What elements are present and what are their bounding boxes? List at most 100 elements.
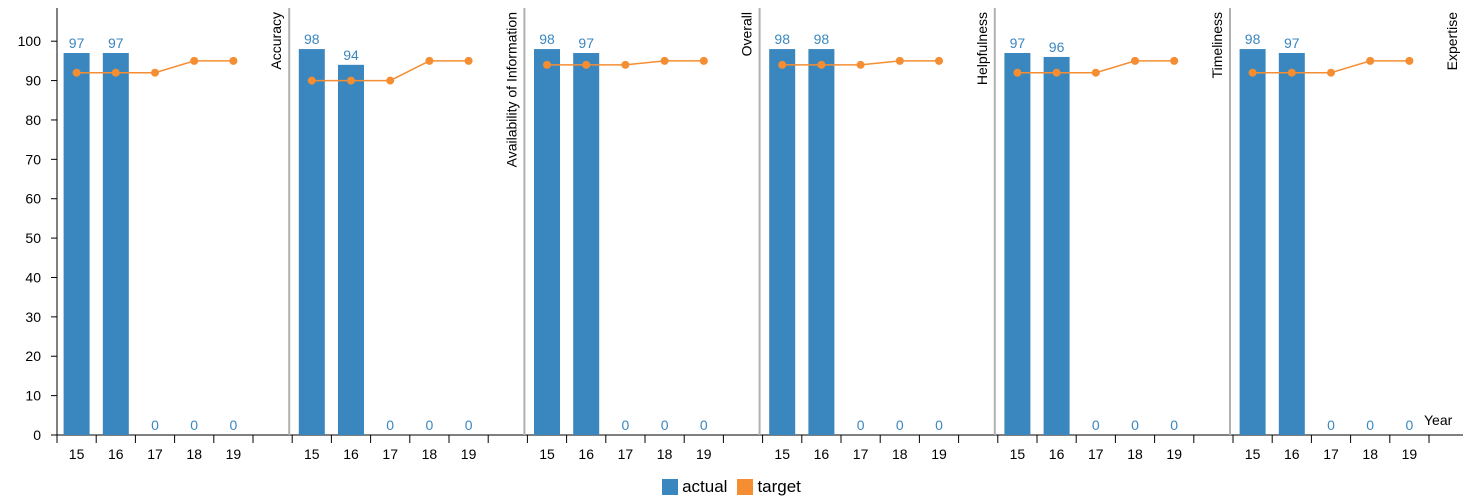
x-tick-label: 16 (1049, 446, 1065, 462)
legend-label-target: target (757, 477, 801, 496)
bar-actual (808, 49, 835, 436)
target-point (72, 68, 81, 77)
x-tick-label: 18 (1362, 446, 1378, 462)
x-tick-label: 15 (69, 446, 85, 462)
bar-value-label: 0 (1366, 417, 1374, 433)
y-tick-label: 0 (33, 427, 41, 443)
target-point (543, 60, 551, 69)
x-axis-title: Year (1424, 412, 1453, 428)
target-point (621, 60, 630, 69)
x-tick-label: 17 (853, 446, 869, 462)
target-point (190, 56, 199, 65)
facet-label: Availability of Information (503, 12, 519, 167)
bar-actual (769, 49, 796, 436)
facet-label: Helpfulness (974, 12, 990, 85)
target-point (660, 56, 669, 65)
legend-swatch-target (737, 479, 754, 495)
x-tick-label: 16 (343, 446, 359, 462)
y-tick-label: 10 (25, 388, 41, 404)
bar-value-label: 94 (343, 47, 359, 63)
y-tick-label: 60 (25, 191, 41, 207)
bar-actual (298, 49, 325, 436)
y-tick-label: 80 (25, 112, 41, 128)
bar-value-label: 98 (304, 31, 320, 47)
target-point (1287, 68, 1296, 77)
facet-label: Expertise (1444, 12, 1460, 71)
bar-value-label: 98 (814, 31, 830, 47)
y-tick-label: 20 (25, 348, 41, 364)
legend-item-actual: actual (662, 477, 727, 497)
bar-value-label: 98 (1245, 31, 1261, 47)
target-point (1131, 56, 1139, 65)
bar-value-label: 0 (700, 417, 708, 433)
x-tick-label: 17 (618, 446, 634, 462)
x-tick-label: 19 (696, 446, 712, 462)
bar-value-label: 97 (69, 35, 85, 51)
y-tick-label: 30 (25, 309, 41, 325)
bar-value-label: 98 (774, 31, 790, 47)
target-point (1327, 68, 1335, 77)
facet-label: Accuracy (268, 12, 284, 70)
x-tick-label: 17 (382, 446, 398, 462)
y-tick-label: 50 (25, 230, 41, 246)
bar-value-label: 0 (1406, 417, 1414, 433)
bar-value-label: 97 (108, 35, 124, 51)
legend-swatch-actual (662, 479, 679, 495)
bar-value-label: 0 (151, 417, 159, 433)
x-tick-label: 18 (186, 446, 202, 462)
x-tick-label: 16 (108, 446, 124, 462)
bar-actual (1239, 49, 1266, 436)
x-tick-label: 16 (814, 446, 830, 462)
target-point (111, 68, 120, 77)
y-tick-label: 100 (18, 33, 42, 49)
bar-actual (534, 49, 560, 436)
target-point (817, 60, 826, 69)
bar-value-label: 0 (230, 417, 238, 433)
x-tick-label: 17 (147, 446, 163, 462)
bar-value-label: 0 (661, 417, 669, 433)
x-tick-label: 19 (931, 446, 947, 462)
target-point (464, 56, 473, 65)
target-point (386, 76, 395, 85)
bar-value-label: 96 (1049, 39, 1065, 55)
x-tick-label: 15 (774, 446, 790, 462)
target-point (1170, 56, 1179, 65)
target-point (778, 60, 787, 69)
x-tick-label: 16 (578, 446, 594, 462)
bar-value-label: 0 (1092, 417, 1100, 433)
target-point (856, 60, 865, 69)
x-tick-label: 18 (892, 446, 908, 462)
bar-actual (1004, 53, 1031, 435)
legend-item-target: target (737, 477, 801, 497)
target-point (1013, 68, 1022, 77)
legend: actual target (0, 477, 1463, 497)
y-tick-label: 90 (25, 73, 41, 89)
bar-value-label: 0 (1131, 417, 1139, 433)
target-point (151, 68, 159, 77)
bar-value-label: 0 (426, 417, 434, 433)
bar-value-label: 97 (578, 35, 594, 51)
x-tick-label: 17 (1323, 446, 1339, 462)
bar-value-label: 0 (896, 417, 904, 433)
bar-value-label: 0 (857, 417, 865, 433)
bar-value-label: 0 (465, 417, 473, 433)
target-point (425, 56, 434, 65)
x-tick-label: 16 (1284, 446, 1300, 462)
target-point (229, 56, 238, 65)
target-point (307, 76, 316, 85)
bar-value-label: 0 (386, 417, 394, 433)
target-point (1091, 68, 1100, 77)
bar-value-label: 98 (539, 31, 555, 47)
target-point (1248, 68, 1257, 77)
target-point (1405, 56, 1414, 65)
bar-value-label: 0 (1327, 417, 1335, 433)
target-point (347, 76, 355, 85)
bar-actual (1043, 56, 1070, 436)
bar-actual (1278, 53, 1305, 435)
x-tick-label: 17 (1088, 446, 1104, 462)
target-point (1366, 56, 1375, 65)
x-tick-label: 15 (304, 446, 320, 462)
bar-value-label: 97 (1010, 35, 1026, 51)
bar-value-label: 0 (622, 417, 630, 433)
target-point (935, 56, 943, 65)
